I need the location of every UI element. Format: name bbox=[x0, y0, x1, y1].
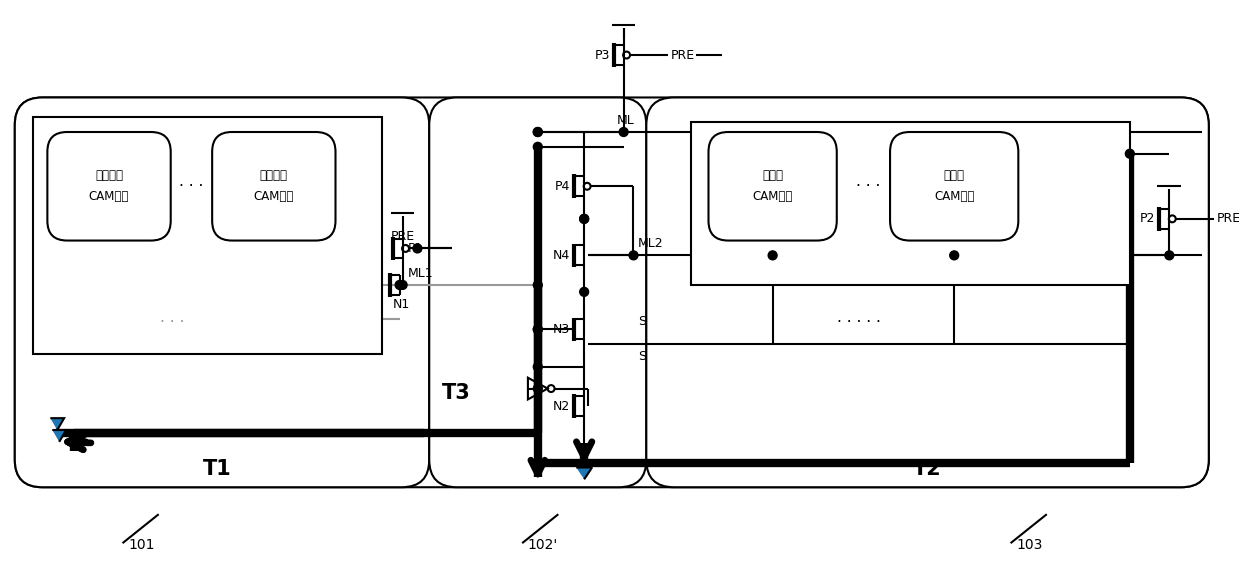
Circle shape bbox=[580, 215, 589, 224]
Circle shape bbox=[395, 280, 404, 289]
Text: PRE: PRE bbox=[672, 48, 695, 61]
Text: T3: T3 bbox=[441, 383, 471, 404]
Text: 103: 103 bbox=[1016, 538, 1043, 552]
Text: N2: N2 bbox=[553, 400, 570, 413]
Text: 异或型
CAM单元: 异或型 CAM单元 bbox=[934, 169, 974, 203]
Text: PRE: PRE bbox=[390, 230, 415, 243]
Text: 异或型
CAM单元: 异或型 CAM单元 bbox=[752, 169, 793, 203]
FancyBboxPatch shape bbox=[32, 117, 382, 354]
Text: ML1: ML1 bbox=[408, 267, 434, 280]
Text: T2: T2 bbox=[913, 459, 942, 480]
Circle shape bbox=[620, 128, 628, 136]
Text: 101: 101 bbox=[129, 538, 155, 552]
FancyBboxPatch shape bbox=[15, 97, 1209, 487]
Text: 102': 102' bbox=[528, 538, 558, 552]
Circle shape bbox=[580, 215, 589, 224]
Circle shape bbox=[768, 251, 777, 260]
Text: 异或非型
CAM单元: 异或非型 CAM单元 bbox=[89, 169, 129, 203]
Circle shape bbox=[580, 288, 589, 296]
FancyBboxPatch shape bbox=[890, 132, 1018, 240]
Text: N4: N4 bbox=[553, 249, 570, 262]
Circle shape bbox=[950, 251, 959, 260]
Circle shape bbox=[413, 244, 421, 253]
Circle shape bbox=[398, 280, 408, 289]
Circle shape bbox=[533, 384, 543, 393]
Text: P4: P4 bbox=[555, 180, 570, 193]
Text: P3: P3 bbox=[595, 48, 610, 61]
Circle shape bbox=[533, 128, 543, 136]
Text: P2: P2 bbox=[1140, 212, 1156, 225]
Text: 异或非型
CAM单元: 异或非型 CAM单元 bbox=[254, 169, 294, 203]
Text: · · ·: · · · bbox=[856, 179, 881, 194]
FancyBboxPatch shape bbox=[690, 122, 1130, 285]
FancyBboxPatch shape bbox=[429, 97, 647, 487]
Circle shape bbox=[533, 325, 543, 334]
Polygon shape bbox=[576, 467, 592, 479]
Text: S: S bbox=[638, 350, 647, 363]
Text: N1: N1 bbox=[393, 298, 410, 311]
Circle shape bbox=[533, 280, 543, 289]
Polygon shape bbox=[51, 418, 64, 430]
FancyBboxPatch shape bbox=[47, 132, 171, 240]
Text: T1: T1 bbox=[203, 459, 232, 480]
Text: · · ·: · · · bbox=[180, 179, 203, 194]
Circle shape bbox=[629, 251, 638, 260]
FancyBboxPatch shape bbox=[212, 132, 336, 240]
Text: F: F bbox=[534, 364, 541, 377]
Text: S: S bbox=[638, 315, 647, 328]
Text: ML: ML bbox=[617, 114, 634, 127]
Circle shape bbox=[533, 325, 543, 334]
Circle shape bbox=[533, 128, 543, 136]
Circle shape bbox=[533, 142, 543, 151]
FancyBboxPatch shape bbox=[647, 97, 1209, 487]
Text: PRE: PRE bbox=[1217, 212, 1239, 225]
Text: ML2: ML2 bbox=[637, 237, 663, 250]
Text: P1: P1 bbox=[408, 242, 422, 255]
Circle shape bbox=[1165, 251, 1173, 260]
Text: · · · · ·: · · · · · bbox=[836, 315, 881, 330]
Circle shape bbox=[533, 363, 543, 371]
FancyBboxPatch shape bbox=[15, 97, 429, 487]
Circle shape bbox=[1125, 149, 1134, 158]
Text: N3: N3 bbox=[553, 323, 570, 336]
FancyBboxPatch shape bbox=[709, 132, 836, 240]
Polygon shape bbox=[52, 430, 66, 442]
Text: · · ·: · · · bbox=[161, 315, 185, 330]
